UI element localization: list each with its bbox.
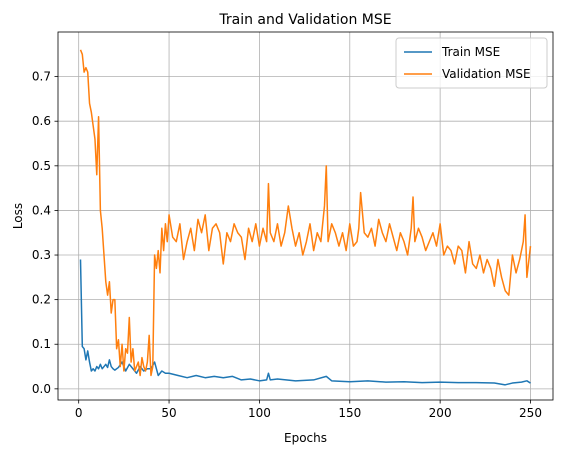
y-tick-label: 0.7 [32,70,51,84]
x-tick-label: 100 [248,406,271,420]
y-tick-label: 0.1 [32,337,51,351]
y-tick-label: 0.3 [32,248,51,262]
train-mse-line [79,259,531,386]
y-tick-label: 0.0 [32,382,51,396]
y-tick-label: 0.5 [32,159,51,173]
plot-lines [79,49,532,386]
x-tick-label: 250 [519,406,542,420]
legend-box [395,37,548,89]
x-tick-label: 0 [75,406,83,420]
y-tick-label: 0.2 [32,293,51,307]
axes-frame [57,31,554,401]
x-tick-label: 50 [161,406,176,420]
chart-title: Train and Validation MSE [218,12,391,28]
x-tick-label: 150 [338,406,361,420]
legend-label-train: Train MSE [441,45,500,59]
legend-label-validation: Validation MSE [442,67,531,81]
x-tick-label: 200 [429,406,452,420]
y-axis-label: Loss [11,203,25,229]
y-tick-label: 0.4 [32,203,51,217]
x-axis-ticks: 0 50 100 150 200 250 [75,400,542,420]
y-axis-ticks: 0.0 0.1 0.2 0.3 0.4 0.5 0.6 0.7 [32,70,58,396]
legend: Train MSE Validation MSE [395,37,548,89]
validation-mse-line [79,49,532,377]
x-axis-label: Epochs [284,431,327,445]
y-tick-label: 0.6 [32,114,51,128]
